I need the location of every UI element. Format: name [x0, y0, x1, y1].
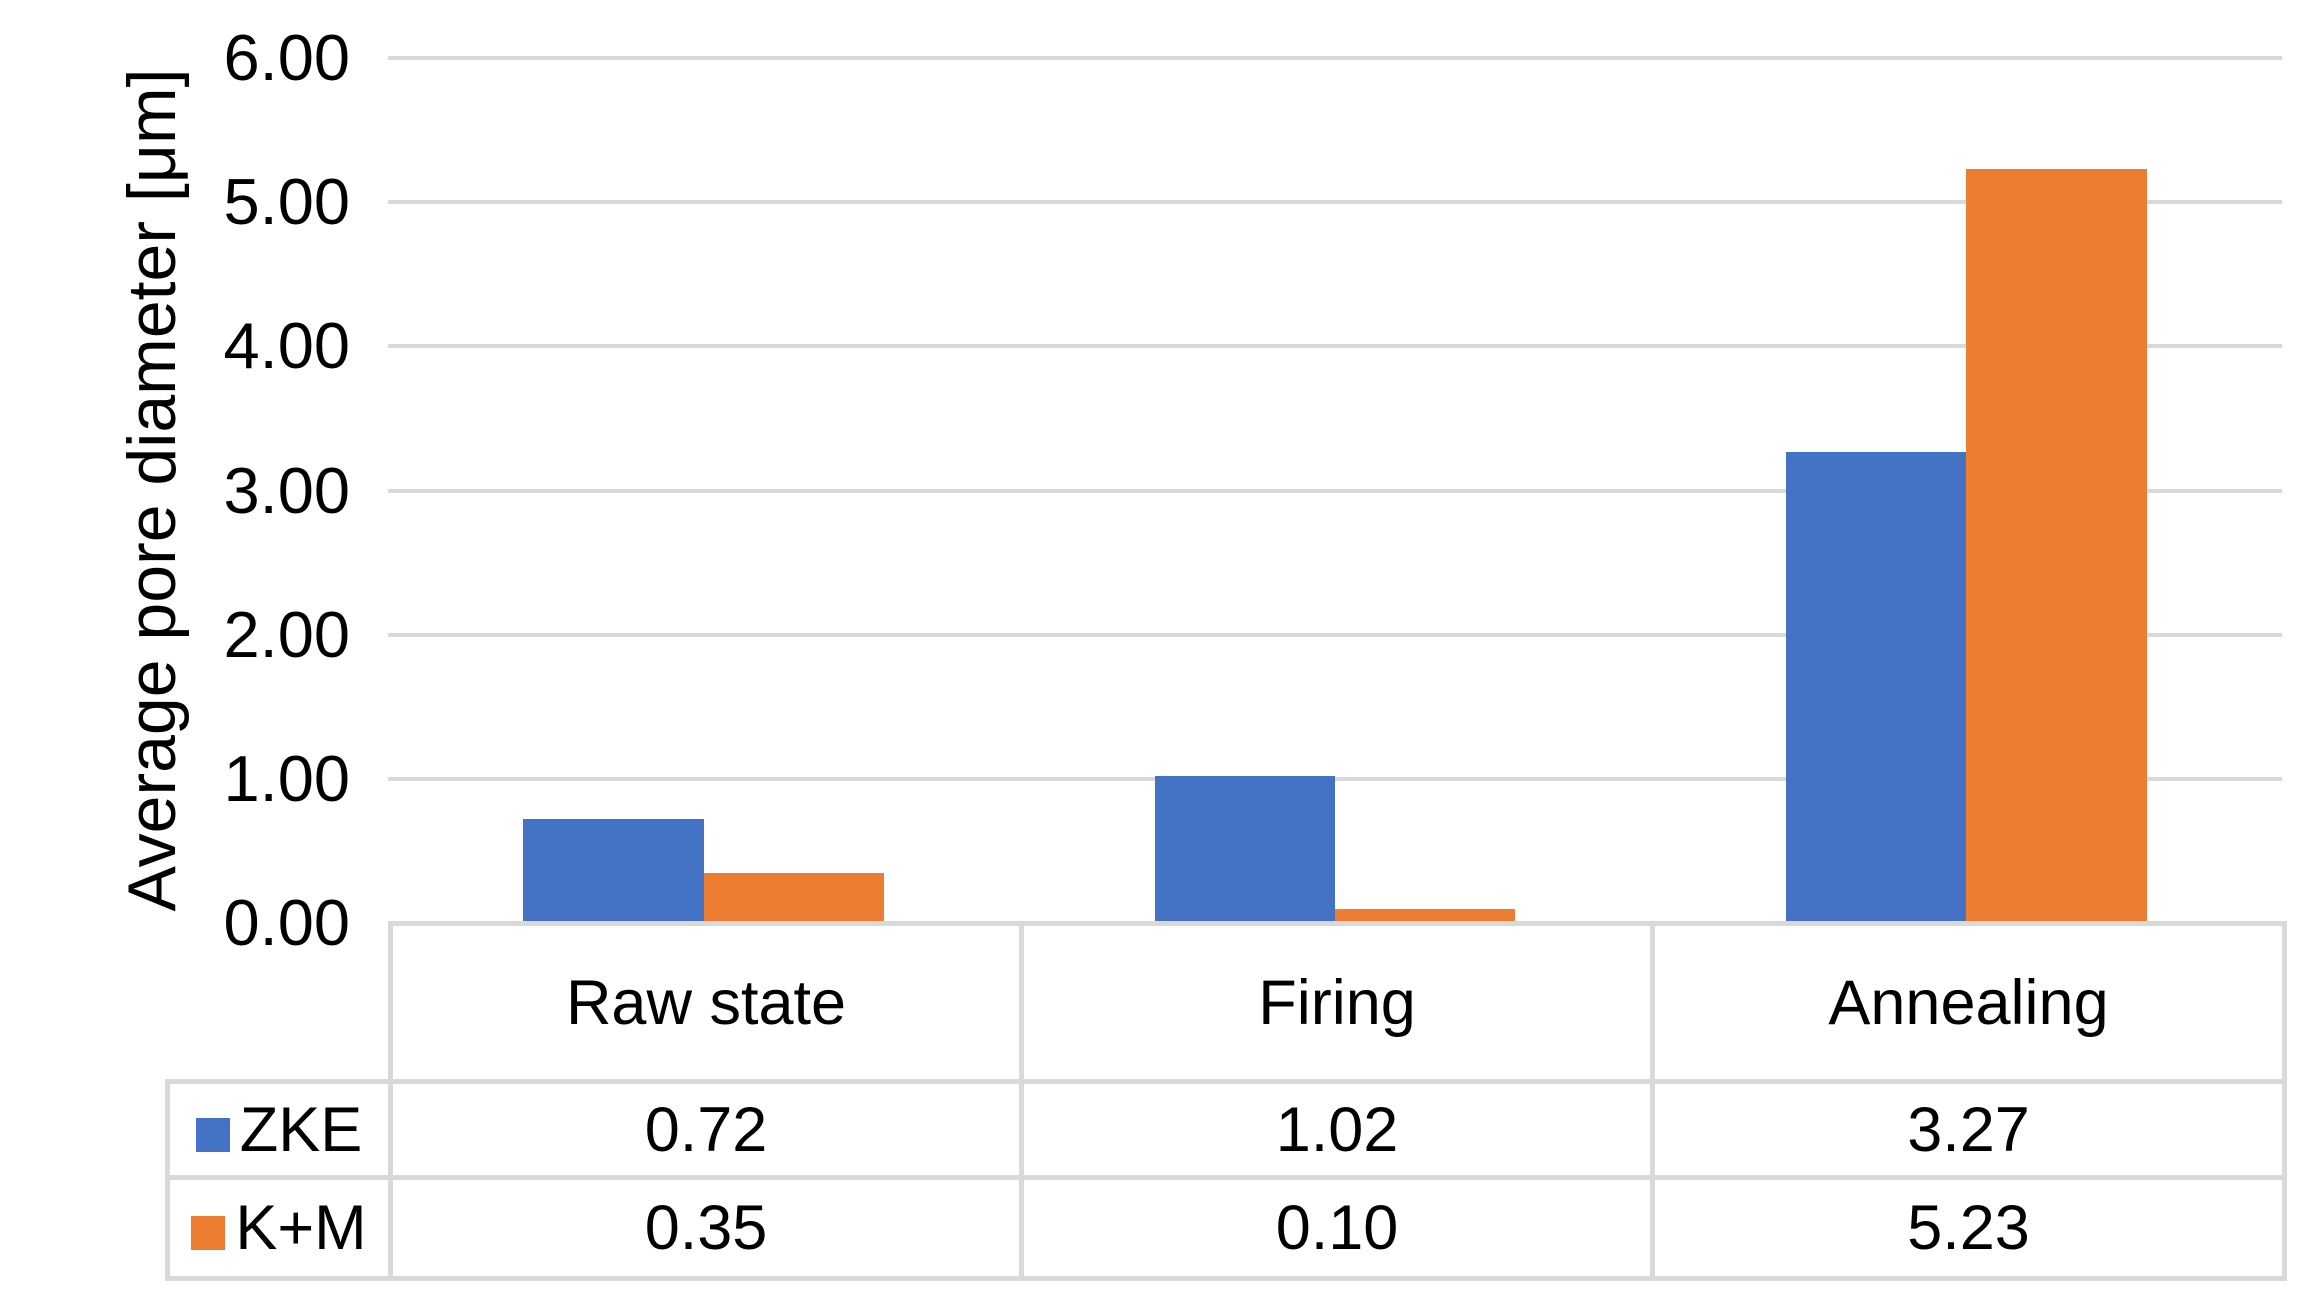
category-header-firing: Firing	[1019, 921, 1655, 1084]
y-tick-label: 6.00	[223, 21, 350, 94]
table-cell: 3.27	[1650, 1079, 2287, 1180]
data-table: Raw state Firing Annealing ZKE 0.72 1.02…	[165, 921, 2287, 1281]
y-tick-label: 1.00	[223, 741, 350, 815]
bar-km-raw-state	[703, 872, 885, 923]
gridline	[388, 344, 2282, 349]
km-legend-swatch-icon	[191, 1216, 226, 1250]
bar-zke-firing	[1154, 775, 1335, 923]
legend-cell-km: K+M	[165, 1175, 393, 1281]
table-cell: 1.02	[1019, 1079, 1655, 1180]
gridline	[388, 200, 2282, 205]
category-header-annealing: Annealing	[1650, 921, 2287, 1084]
table-header-row: Raw state Firing Annealing	[168, 921, 2287, 1084]
y-axis-tick-labels: 0.00 1.00 2.00 3.00 4.00 5.00 6.00	[0, 21, 350, 959]
plot-area	[388, 56, 2282, 923]
y-tick-label: 4.00	[223, 309, 350, 383]
table-cell: 0.72	[388, 1079, 1024, 1180]
table-cell: 0.35	[388, 1175, 1024, 1281]
y-tick-label: 0.00	[223, 886, 350, 959]
bar-zke-annealing	[1785, 451, 1967, 923]
y-tick-label: 5.00	[223, 165, 350, 239]
table-corner-spacer	[168, 924, 391, 1082]
gridline	[388, 776, 2282, 781]
table-cell: 5.23	[1650, 1175, 2287, 1281]
y-tick-label: 3.00	[223, 453, 350, 527]
table-cell: 0.10	[1019, 1175, 1655, 1281]
bar-km-annealing	[1966, 169, 2147, 923]
zke-legend-swatch-icon	[195, 1117, 230, 1152]
bar-km-firing	[1335, 908, 1516, 923]
bar-zke-raw-state	[523, 819, 704, 923]
y-tick-label: 2.00	[223, 597, 350, 671]
table-row: K+M 0.35 0.10 5.23	[165, 1175, 2287, 1281]
gridline	[388, 488, 2282, 493]
table-row: ZKE 0.72 1.02 3.27	[165, 1079, 2287, 1180]
gridline	[388, 56, 2282, 60]
gridline	[388, 632, 2282, 637]
series-label: K+M	[235, 1193, 367, 1263]
legend-cell-zke: ZKE	[165, 1079, 393, 1180]
category-header-raw-state: Raw state	[388, 921, 1024, 1084]
series-label: ZKE	[239, 1094, 363, 1165]
